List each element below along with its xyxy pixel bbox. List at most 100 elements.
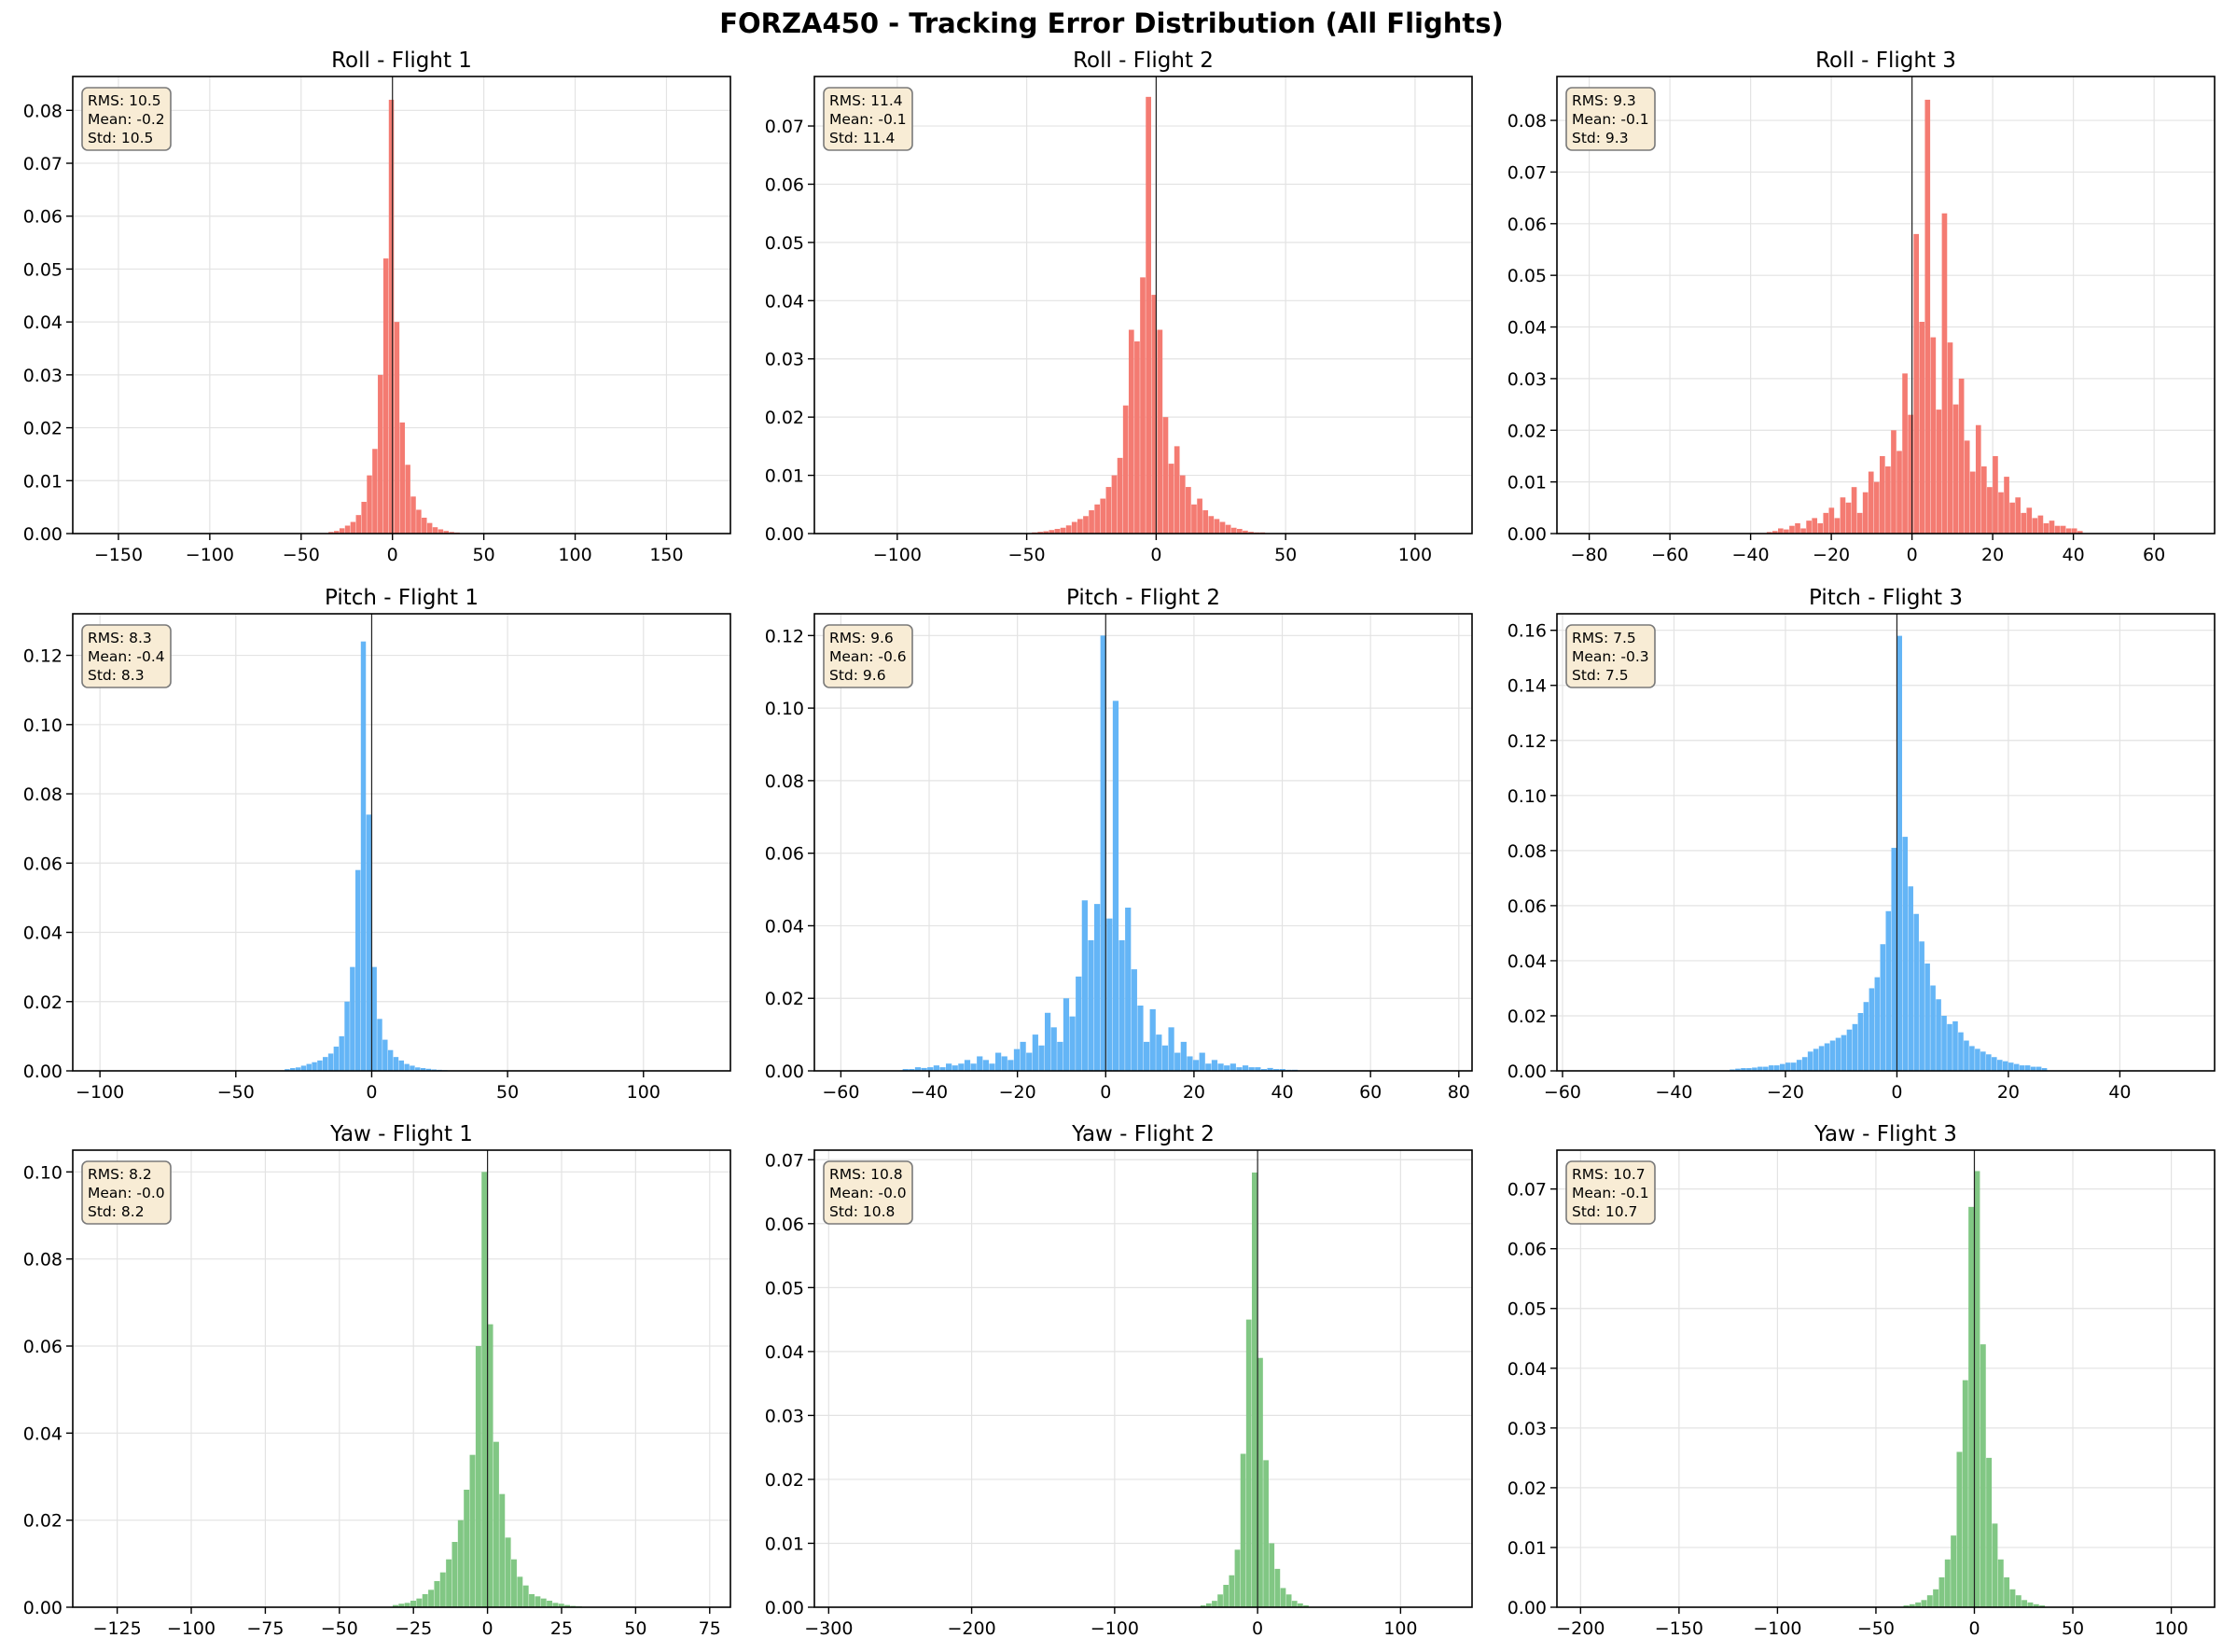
histogram-bar [404,1603,410,1607]
x-tick-label: 100 [627,1082,660,1103]
histogram-bar [1980,1344,1986,1607]
x-tick-label: 100 [558,545,591,565]
y-tick-label: 0.01 [1507,1538,1547,1559]
subplot-title: Pitch - Flight 1 [325,586,479,610]
histogram-bar [398,1060,405,1071]
histogram-bar [361,501,367,534]
y-tick-label: 0.10 [23,715,63,736]
stats-line: Mean: -0.2 [88,111,165,128]
histogram-bar [1823,512,1829,534]
histogram-bar [505,1537,511,1607]
subplot-5: Pitch - Flight 2 −60 −40 −20 0 20 40 60 80 0.00 0.… [765,586,1473,1103]
histogram-bar [1930,337,1937,534]
histogram-bar [366,814,372,1071]
histogram-bar [1986,1054,1992,1071]
y-tick-label: 0.01 [765,466,804,487]
histogram-bar [1128,329,1134,534]
histogram-bar [333,1047,340,1071]
histogram-bar [1174,446,1180,534]
stats-line: RMS: 10.7 [1572,1166,1646,1183]
histogram-bar [1769,1065,1774,1071]
histogram-bar [1796,1060,1802,1071]
x-tick-label: −100 [76,1082,124,1103]
histogram-bar [2035,1066,2042,1071]
histogram-bar [1140,277,1146,534]
histogram-bar [1952,404,1959,534]
histogram-bar [1774,1065,1780,1071]
x-tick-label: 100 [2154,1618,2188,1639]
histogram-bar [2037,515,2044,534]
subplot-title: Yaw - Flight 2 [1071,1122,1215,1146]
histogram-bar [1298,1603,1303,1607]
subplot-title: Roll - Flight 3 [1815,49,1956,73]
y-tick-label: 0.10 [23,1162,63,1183]
histogram-bar [970,1063,977,1071]
x-tick-label: 100 [1383,1618,1417,1639]
histogram-bar [464,1490,470,1607]
histogram-bar [1032,1034,1038,1071]
x-tick-label: −75 [246,1618,284,1639]
histogram-bar [1746,1068,1752,1071]
x-tick-label: −50 [283,545,320,565]
histogram-bar [1273,1069,1280,1071]
y-tick-label: 0.10 [765,699,804,719]
histogram-bar [1903,1605,1910,1607]
histogram-bar [426,522,433,534]
x-tick-label: 100 [1398,545,1432,565]
histogram-bars [902,635,1299,1071]
histogram-bars [285,641,453,1071]
histogram-bar [1993,455,1998,534]
histogram-bar [2009,1589,2016,1607]
histogram-bar [2043,522,2049,534]
y-tick-label: 0.01 [765,1534,804,1554]
histogram-bar [1229,1575,1235,1607]
histogram-bar [1817,522,1824,534]
histogram-bar [1829,1040,1836,1071]
x-tick-label: −50 [1008,545,1046,565]
y-tick-label: 0.02 [23,419,63,439]
y-tick-label: 0.06 [1507,1240,1547,1260]
histogram-bar [481,1172,488,1607]
histogram-bar [1771,531,1778,534]
histogram-bar [1060,527,1066,534]
histogram-bar [1766,532,1772,534]
histogram-bar [1936,999,1941,1071]
histogram-bar [1958,1032,1964,1071]
x-tick-label: 150 [649,545,683,565]
x-tick-label: 0 [1252,1618,1263,1639]
histogram-bar [1057,1041,1063,1071]
histogram-bar [1054,529,1061,534]
x-tick-label: 60 [1359,1082,1382,1103]
histogram-bar [1944,1559,1951,1607]
stats-line: Std: 11.4 [829,130,895,146]
histogram-bar [1869,988,1875,1071]
histogram-bar [1081,900,1088,1071]
histogram-bar [1863,1002,1869,1071]
stats-box [1565,87,1656,151]
histogram-bar [1840,497,1846,534]
histogram-bar [1896,451,1902,534]
x-tick-label: −20 [1813,545,1850,565]
histogram-bar [1122,405,1129,534]
histogram-bar [933,1065,939,1071]
histogram-bar [939,1067,946,1071]
histogram-bar [432,527,438,534]
histogram-bar [2033,1603,2039,1607]
x-tick-label: −60 [1651,545,1688,565]
y-tick-label: 0.07 [765,1150,804,1171]
histogram-bar [1197,498,1202,534]
histogram-bar [1968,1206,1975,1607]
stats-box [81,1160,172,1225]
histogram-bar [416,1598,423,1607]
histogram-bar [1187,1056,1193,1071]
histogram-bar [1824,1043,1830,1071]
subplot-8: Yaw - Flight 2 −300 −200 −100 0 100 0.00 0.01 0.… [765,1122,1473,1639]
x-tick-label: −100 [873,545,922,565]
histogram-bar [1997,1559,2004,1607]
histogram-bar [475,1346,481,1607]
histogram-bar [1050,1027,1057,1071]
stats-line: Mean: -0.3 [1572,648,1649,665]
histogram-bar [1962,1380,1968,1607]
y-tick-label: 0.00 [23,1062,63,1082]
stats-line: Std: 10.7 [1572,1203,1637,1220]
